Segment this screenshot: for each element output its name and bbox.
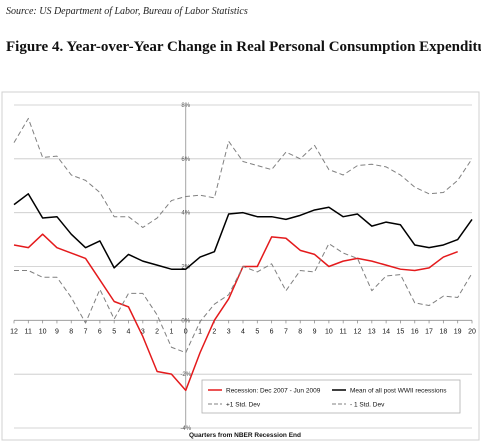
chart-border: [1, 91, 480, 441]
x-tick-label: 6: [98, 328, 102, 335]
x-tick-label: 4: [241, 328, 245, 335]
x-tick-label: 11: [340, 328, 347, 335]
x-tick-label: 1: [169, 328, 173, 335]
series-line-4: [14, 243, 473, 354]
y-tick-label: -4%: [180, 426, 191, 432]
series-line-2: [13, 193, 473, 270]
x-tick-label: 7: [284, 328, 288, 335]
x-tick-label: 17: [425, 328, 433, 335]
x-tick-label: 8: [298, 328, 302, 335]
x-tick-label: 10: [39, 328, 47, 335]
x-tick-label: 4: [127, 328, 131, 335]
x-tick-label: 20: [468, 328, 476, 335]
legend-label: Mean of all post WWII recessions: [350, 388, 447, 395]
y-tick-label: 4%: [181, 211, 190, 217]
x-tick-label: 8: [69, 328, 73, 335]
x-tick-label: 2: [155, 328, 159, 335]
legend-label: +1 Std. Dev: [226, 402, 261, 409]
figure-title: Figure 4. Year-over-Year Change in Real …: [6, 39, 481, 55]
x-tick-label: 3: [227, 328, 231, 335]
x-tick-label: 14: [382, 328, 390, 335]
x-tick-label: 0: [184, 328, 188, 335]
x-tick-label: 16: [411, 328, 419, 335]
x-tick-labels: 12 11 10 9 8 7 6 5 4 3 2 1 0 1 2 3 4 5 6 7 8 9 10 11 12 13 14 15 16 1…: [10, 320, 476, 335]
x-tick-label: 6: [270, 328, 274, 335]
x-tick-label: 9: [313, 328, 317, 335]
x-tick-label: 5: [112, 328, 116, 335]
x-axis-label: Quarters from NBER Recession End: [189, 432, 301, 439]
x-tick-label: 10: [325, 328, 333, 335]
x-tick-label: 11: [25, 328, 32, 335]
x-tick-label: 15: [397, 328, 405, 335]
legend: Recession: Dec 2007 - Jun 2009 Mean of al…: [201, 379, 461, 414]
legend-label: - 1 Std. Dev: [350, 402, 385, 409]
x-tick-label: 12: [354, 328, 362, 335]
source-note: Source: US Department of Labor, Bureau o…: [6, 6, 248, 17]
y-tick-label: 2%: [181, 265, 190, 271]
y-tick-label: 6%: [181, 157, 190, 163]
x-tick-label: 5: [255, 328, 259, 335]
x-tick-label: 18: [439, 328, 447, 335]
legend-box: [201, 379, 461, 414]
x-tick-label: 1: [198, 328, 202, 335]
legend-label: Recession: Dec 2007 - Jun 2009: [226, 388, 321, 395]
x-tick-label: 3: [141, 328, 145, 335]
series-line-1: [13, 233, 458, 392]
x-tick-label: 12: [10, 328, 18, 335]
x-tick-label: 7: [84, 328, 88, 335]
x-tick-label: 19: [454, 328, 462, 335]
series-line-3: [13, 117, 473, 228]
x-tick-label: 9: [55, 328, 59, 335]
y-tick-label: -2%: [180, 372, 191, 378]
x-tick-label: 2: [212, 328, 216, 335]
x-tick-label: 13: [368, 328, 376, 335]
y-tick-label: 8%: [181, 103, 190, 109]
series-lines: [13, 117, 473, 392]
